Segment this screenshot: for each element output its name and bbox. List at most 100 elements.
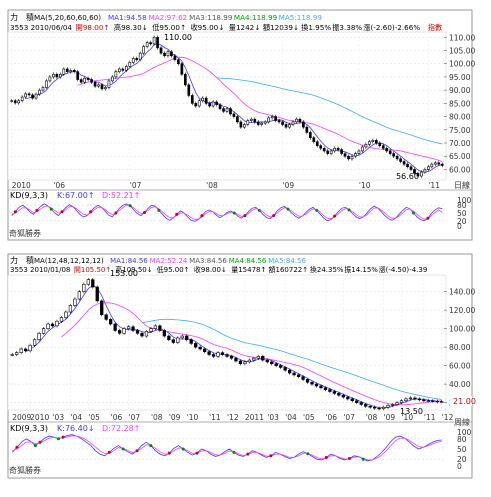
candle-body (381, 406, 386, 409)
p1-quote-item: 換1.95% (301, 23, 331, 32)
candle-body (142, 46, 146, 54)
price-tick-label: 95.00 (449, 73, 471, 82)
candle-body (140, 332, 144, 337)
kd-tick-label: 20 (457, 455, 467, 464)
date-tick-label: '09 (384, 413, 396, 422)
candle-body (333, 147, 336, 152)
kd-cross-dot (347, 208, 351, 212)
candle-body (437, 162, 441, 165)
candle-body (359, 402, 363, 405)
daily-k-value: K:67.00↑ (57, 191, 95, 200)
candle-body (79, 79, 83, 83)
kd-cross-dot (107, 450, 111, 454)
date-tick-label: '12 (442, 413, 454, 422)
weekly-candles (10, 278, 444, 411)
daily-unit-label[interactable]: 日線 (454, 180, 470, 190)
p2-quote-item: 量15478↑ (231, 266, 266, 274)
candle-body (211, 101, 215, 107)
candle-body (177, 59, 180, 65)
candle-body (170, 51, 173, 57)
date-tick-label: '10 (187, 413, 199, 422)
p1-ma-legend-item: MA(5,20,60,60,60) (34, 13, 101, 22)
candle-body (295, 118, 298, 123)
candle-body (138, 52, 142, 61)
candle-body (218, 104, 222, 109)
price-tick-label: 75.00 (449, 126, 471, 135)
moving-average-line (141, 318, 442, 400)
p1-ma-legend-item: MA4:118.99 (234, 13, 278, 22)
candle-body (59, 317, 64, 322)
candle-body (252, 357, 256, 361)
p2-quote-item: 振14.15% (344, 265, 378, 274)
candle-body (202, 348, 207, 353)
candle-body (86, 279, 90, 285)
candle-body (406, 163, 409, 168)
price-tick-label: 40.00 (449, 380, 471, 389)
kd-cross-dot (181, 447, 185, 451)
d-line (11, 204, 443, 220)
kd-cross-dot (324, 456, 328, 459)
p2-quote-item: 收98.00↓ (194, 265, 227, 274)
candle-body (76, 71, 80, 80)
candle-body (107, 80, 111, 88)
p1-ma-legend-item: MA3:118.99 (189, 13, 233, 22)
candle-body (420, 171, 423, 177)
date-tick-label: '07 (130, 181, 142, 190)
weekly-kd-label: KD(9,3,3) (10, 424, 48, 433)
kd-cross-dot (15, 445, 19, 449)
candle-body (149, 42, 152, 45)
candle-body (55, 73, 59, 78)
candle-body (263, 121, 267, 124)
candle-body (198, 346, 202, 350)
date-tick-label: '10 (401, 413, 413, 422)
kd-tick-label: 100 (457, 428, 472, 437)
candle-body (435, 400, 439, 403)
candle-body (204, 97, 208, 104)
price-tick-label: 90.00 (449, 86, 471, 95)
candle-body (225, 354, 229, 357)
p1-quote-item: 振3.38% (332, 23, 362, 32)
candle-body (426, 400, 430, 402)
date-tick-label: '12 (227, 413, 239, 422)
candle-body (270, 361, 274, 365)
candle-body (41, 328, 46, 334)
candle-body (91, 279, 95, 288)
price-tick-label: 100.00 (449, 325, 475, 334)
price-tick-label: 120.00 (449, 306, 475, 315)
candle-body (346, 396, 350, 400)
kd-cross-dot (128, 204, 132, 208)
candle-body (323, 387, 328, 390)
k-line (12, 434, 442, 462)
p2-quote-item: 額160722↑ (269, 265, 309, 274)
candle-body (34, 93, 38, 99)
kd-cross-dot (135, 449, 139, 453)
candle-body (152, 36, 156, 45)
kd-cross-dot (347, 457, 351, 461)
date-tick-label: '04 (285, 413, 297, 422)
candle-body (260, 122, 264, 125)
candle-body (350, 398, 354, 402)
candle-body (274, 363, 278, 366)
kd-cross-dot (33, 444, 37, 448)
candle-body (24, 93, 27, 98)
candle-body (249, 118, 253, 121)
candle-body (229, 356, 234, 359)
kd-tick-label: 50 (457, 445, 467, 454)
date-tick-label: '07 (129, 413, 141, 422)
p2-quote-item: 低95.00↑ (157, 265, 190, 274)
candle-body (347, 155, 350, 160)
candle-body (340, 149, 343, 154)
candle-body (59, 73, 62, 78)
candle-body (117, 330, 122, 334)
kd-cross-dot (56, 437, 60, 441)
candle-body (19, 348, 23, 353)
weekly-ma-legend: MA(12,48,12,12,12) MA1:84.56 MA2:52.24 MA3:… (34, 257, 306, 265)
price-tick-label: 105.00 (449, 47, 475, 56)
candle-body (350, 155, 354, 160)
candle-body (236, 116, 239, 123)
candle-body (167, 335, 171, 341)
date-tick-label: 2010 (12, 181, 31, 190)
weekly-high-annotation: 153.00 (110, 269, 138, 278)
date-tick-label: '06 (53, 181, 65, 190)
